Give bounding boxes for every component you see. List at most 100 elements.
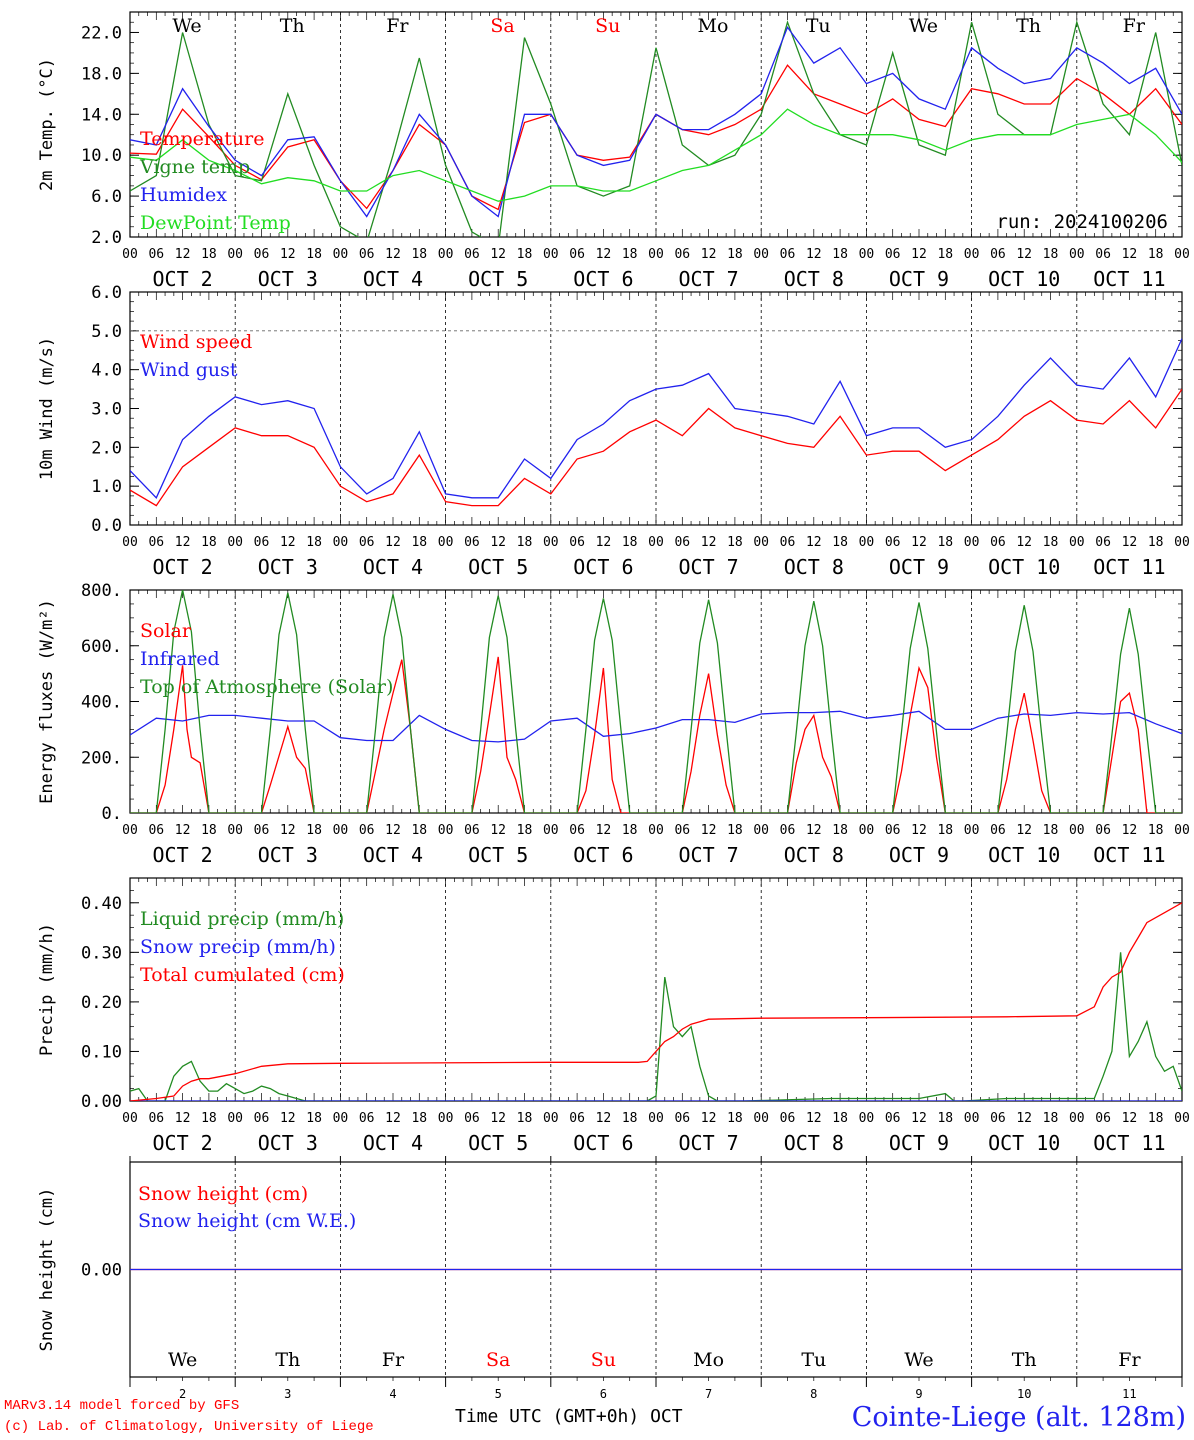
day-name-label: Th <box>280 15 305 37</box>
hour-label: 00 <box>1069 535 1085 550</box>
date-label: OCT 9 <box>889 267 949 291</box>
hour-label: 18 <box>517 1111 533 1126</box>
day-name-label: Mo <box>698 15 729 37</box>
hour-label: 18 <box>1043 823 1059 838</box>
hour-label: 00 <box>1174 535 1190 550</box>
hour-label: 12 <box>701 535 717 550</box>
hour-label: 00 <box>648 247 664 262</box>
hour-label: 12 <box>490 535 506 550</box>
hour-label: 06 <box>885 535 901 550</box>
legend-entry: Temperature <box>140 128 264 150</box>
date-label: OCT 7 <box>678 267 738 291</box>
legend-entry: Snow height (cm) <box>138 1183 308 1205</box>
hour-label: 18 <box>411 823 427 838</box>
series-top-of-atmosphere-solar <box>130 590 1182 813</box>
hour-label: 18 <box>727 1111 743 1126</box>
hour-label: 12 <box>806 535 822 550</box>
y-axis-title: Snow height (cm) <box>37 1188 57 1352</box>
series-wind-gust <box>130 338 1182 499</box>
hour-label: 18 <box>201 1111 217 1126</box>
hour-label: 06 <box>780 823 796 838</box>
hour-label: 00 <box>1174 247 1190 262</box>
hour-label: 00 <box>543 823 559 838</box>
day-name-label: Sa <box>490 15 514 37</box>
hour-label: 00 <box>1069 1111 1085 1126</box>
y-tick-label: 0. <box>102 804 122 824</box>
hour-label: 00 <box>438 535 454 550</box>
hour-label: 00 <box>964 823 980 838</box>
date-label: OCT 8 <box>784 555 844 579</box>
hour-label: 00 <box>333 247 349 262</box>
hour-label: 18 <box>622 1111 638 1126</box>
date-label: OCT 3 <box>258 267 318 291</box>
hour-label: 12 <box>490 823 506 838</box>
date-label: OCT 11 <box>1093 555 1165 579</box>
hour-label: 00 <box>1174 823 1190 838</box>
hour-label: 12 <box>911 247 927 262</box>
legend-entry: Top of Atmosphere (Solar) <box>140 676 393 698</box>
hour-label: 18 <box>622 823 638 838</box>
hour-label: 18 <box>727 823 743 838</box>
hour-label: 12 <box>1122 535 1138 550</box>
hour-label: 00 <box>859 823 875 838</box>
hour-label: 00 <box>438 823 454 838</box>
hour-label: 12 <box>911 1111 927 1126</box>
hour-label: 00 <box>333 1111 349 1126</box>
day-name-label: We <box>168 1349 197 1371</box>
day-number-label: 4 <box>389 1387 396 1401</box>
series-infrared <box>130 710 1182 743</box>
hour-label: 00 <box>753 1111 769 1126</box>
hour-label: 12 <box>701 1111 717 1126</box>
day-name-label: Th <box>275 1349 300 1371</box>
hour-label: 06 <box>885 1111 901 1126</box>
y-axis-title: Energy fluxes (W/m²) <box>37 599 57 804</box>
hour-label: 06 <box>1095 247 1111 262</box>
hour-label: 06 <box>990 823 1006 838</box>
series-liquid-precip-mm-h <box>130 952 1182 1101</box>
hour-label: 06 <box>990 1111 1006 1126</box>
y-tick-label: 2.0 <box>91 438 122 458</box>
hour-label: 00 <box>753 247 769 262</box>
date-label: OCT 9 <box>889 843 949 867</box>
day-number-label: 10 <box>1017 1387 1031 1401</box>
series-solar <box>130 656 1182 813</box>
hour-label: 12 <box>806 247 822 262</box>
date-label: OCT 8 <box>784 267 844 291</box>
hour-label: 12 <box>1016 535 1032 550</box>
hour-label: 00 <box>648 1111 664 1126</box>
y-tick-label: 3.0 <box>91 400 122 420</box>
hour-label: 12 <box>175 823 191 838</box>
hour-label: 12 <box>1122 823 1138 838</box>
y-tick-label: 800. <box>81 581 122 601</box>
date-label: OCT 4 <box>363 1131 423 1155</box>
y-tick-label: 0.40 <box>81 894 122 914</box>
day-name-label: Su <box>591 1349 616 1371</box>
y-tick-label: 6.0 <box>91 187 122 207</box>
hour-label: 06 <box>464 823 480 838</box>
day-number-label: 3 <box>284 1387 291 1401</box>
legend-entry: Wind speed <box>140 331 252 353</box>
day-name-label: Sa <box>486 1349 510 1371</box>
hour-label: 18 <box>937 247 953 262</box>
hour-label: 06 <box>885 823 901 838</box>
hour-label: 12 <box>911 823 927 838</box>
hour-label: 00 <box>227 535 243 550</box>
hour-label: 12 <box>280 1111 296 1126</box>
hour-label: 12 <box>1016 247 1032 262</box>
y-tick-label: 0.30 <box>81 943 122 963</box>
y-tick-label: 400. <box>81 693 122 713</box>
hour-label: 12 <box>385 1111 401 1126</box>
date-label: OCT 9 <box>889 555 949 579</box>
hour-label: 06 <box>1095 535 1111 550</box>
day-name-label: Su <box>595 15 620 37</box>
hour-label: 00 <box>122 247 138 262</box>
date-label: OCT 2 <box>152 1131 212 1155</box>
legend-entry: DewPoint Temp <box>140 212 291 234</box>
hour-label: 12 <box>596 1111 612 1126</box>
date-label: OCT 7 <box>678 843 738 867</box>
day-name-label: Tu <box>806 15 831 37</box>
hour-label: 06 <box>464 1111 480 1126</box>
day-name-label: We <box>909 15 938 37</box>
legend-entry: Snow precip (mm/h) <box>140 936 336 958</box>
hour-label: 18 <box>622 535 638 550</box>
